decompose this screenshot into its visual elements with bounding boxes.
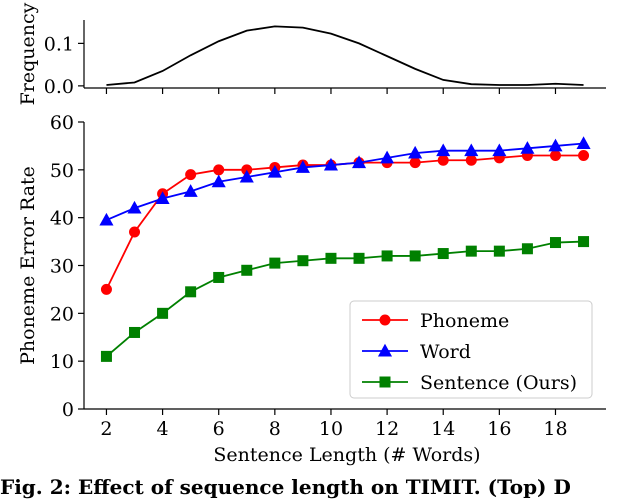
- x-tick-label: 4: [157, 418, 169, 440]
- figure-caption: Fig. 2: Effect of sequence length on TIM…: [0, 475, 571, 499]
- data-point: [267, 164, 282, 178]
- data-point: [323, 157, 339, 171]
- y-tick-label: 0: [62, 399, 74, 421]
- data-point: [520, 141, 535, 154]
- data-point: [297, 255, 309, 267]
- data-point: [493, 245, 505, 257]
- legend-marker: [379, 376, 391, 388]
- y-tick-label: 60: [50, 112, 74, 134]
- y-tick-label: 0.1: [44, 33, 74, 55]
- data-point: [100, 283, 112, 295]
- data-point: [548, 138, 563, 152]
- data-point: [155, 191, 170, 204]
- data-point: [578, 149, 590, 161]
- data-point: [465, 154, 477, 166]
- data-point: [211, 174, 226, 188]
- y-axis-label: Frequency: [17, 2, 39, 105]
- data-point: [578, 236, 590, 248]
- y-tick-label: 30: [50, 256, 74, 278]
- legend-label: Sentence (Ours): [420, 372, 577, 394]
- error-rate-panel: 0 10 20 30 40 50 60 2 4 6 8 10 12 14 16 18 Phoneme Error…: [17, 112, 606, 466]
- data-point: [437, 154, 449, 166]
- x-tick-label: 14: [431, 418, 455, 440]
- data-point: [325, 252, 337, 264]
- data-point: [269, 257, 281, 269]
- y-tick-label: 40: [50, 208, 74, 230]
- data-point: [437, 248, 449, 260]
- data-point: [436, 143, 451, 157]
- x-tick-label: 2: [100, 418, 112, 440]
- data-point: [241, 264, 253, 276]
- data-point: [492, 143, 507, 157]
- data-point: [295, 160, 310, 173]
- data-point: [213, 271, 225, 283]
- data-point: [239, 169, 254, 183]
- y-tick-label: 50: [50, 160, 74, 182]
- legend-label: Word: [420, 341, 471, 363]
- x-tick-label: 12: [375, 418, 399, 440]
- data-point: [381, 250, 393, 262]
- x-tick-label: 8: [269, 418, 281, 440]
- data-point: [185, 169, 197, 181]
- y-axis-label: Phoneme Error Rate: [17, 166, 39, 365]
- data-point: [549, 149, 561, 161]
- data-point: [380, 150, 395, 164]
- legend-marker: [379, 314, 391, 326]
- data-point: [99, 212, 114, 226]
- data-point: [129, 326, 141, 338]
- data-point: [213, 164, 225, 176]
- data-point: [353, 252, 365, 264]
- y-tick-label: 0.0: [44, 76, 74, 98]
- data-point: [129, 226, 141, 238]
- series-line: [106, 25, 584, 86]
- legend-marker: [377, 343, 393, 357]
- x-tick-label: 6: [213, 418, 225, 440]
- y-tick-label: 20: [50, 303, 74, 325]
- data-point: [183, 184, 198, 197]
- data-point: [351, 155, 367, 169]
- data-point: [157, 307, 169, 319]
- legend-box: [349, 300, 593, 399]
- data-point: [576, 136, 591, 149]
- data-point: [127, 200, 142, 214]
- data-point: [409, 250, 421, 262]
- data-point: [100, 350, 112, 362]
- x-axis-label: Sentence Length (# Words): [213, 444, 480, 466]
- y-tick-label: 10: [50, 351, 74, 373]
- legend-label: Phoneme: [420, 310, 509, 332]
- data-point: [185, 286, 197, 298]
- data-point: [409, 157, 421, 169]
- x-tick-label: 16: [487, 418, 511, 440]
- data-point: [464, 143, 479, 157]
- x-tick-label: 18: [543, 418, 567, 440]
- legend: Phoneme Word Sentence (Ours): [349, 300, 593, 399]
- series-line: [106, 142, 584, 221]
- data-point: [521, 243, 533, 255]
- data-point: [408, 145, 423, 159]
- x-tick-label: 10: [319, 418, 343, 440]
- data-point: [465, 245, 477, 257]
- series-line: [105, 154, 584, 290]
- data-point: [549, 237, 561, 249]
